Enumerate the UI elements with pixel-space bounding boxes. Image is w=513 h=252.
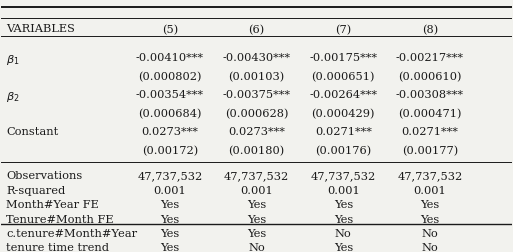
Text: (0.000684): (0.000684) (138, 108, 202, 119)
Text: 0.0273***: 0.0273*** (141, 127, 198, 137)
Text: Yes: Yes (420, 214, 440, 224)
Text: (0.000628): (0.000628) (225, 108, 288, 119)
Text: Yes: Yes (333, 242, 353, 252)
Text: Yes: Yes (160, 214, 180, 224)
Text: (7): (7) (335, 24, 351, 35)
Text: Yes: Yes (247, 228, 266, 238)
Text: No: No (248, 242, 265, 252)
Text: Yes: Yes (333, 214, 353, 224)
Text: R-squared: R-squared (7, 185, 66, 195)
Text: tenure time trend: tenure time trend (7, 242, 109, 252)
Text: Yes: Yes (420, 200, 440, 210)
Text: (0.000610): (0.000610) (398, 72, 462, 82)
Text: (0.00177): (0.00177) (402, 145, 458, 155)
Text: $\beta_1$: $\beta_1$ (7, 53, 20, 67)
Text: Tenure#Month FE: Tenure#Month FE (7, 214, 114, 224)
Text: 0.0271***: 0.0271*** (402, 127, 459, 137)
Text: Yes: Yes (247, 214, 266, 224)
Text: $\beta_2$: $\beta_2$ (7, 90, 20, 104)
Text: 47,737,532: 47,737,532 (137, 170, 203, 180)
Text: No: No (422, 242, 438, 252)
Text: Yes: Yes (160, 242, 180, 252)
Text: c.tenure#Month#Year: c.tenure#Month#Year (7, 228, 137, 238)
Text: (0.000651): (0.000651) (311, 72, 375, 82)
Text: -0.00430***: -0.00430*** (223, 53, 290, 63)
Text: No: No (335, 228, 351, 238)
Text: -0.00354***: -0.00354*** (136, 90, 204, 100)
Text: -0.00410***: -0.00410*** (136, 53, 204, 63)
Text: (0.000429): (0.000429) (311, 108, 375, 119)
Text: -0.00175***: -0.00175*** (309, 53, 377, 63)
Text: (5): (5) (162, 24, 178, 35)
Text: (0.00180): (0.00180) (228, 145, 285, 155)
Text: Constant: Constant (7, 127, 59, 137)
Text: Yes: Yes (160, 228, 180, 238)
Text: (0.00103): (0.00103) (228, 72, 285, 82)
Text: -0.00264***: -0.00264*** (309, 90, 377, 100)
Text: (6): (6) (248, 24, 265, 35)
Text: 0.001: 0.001 (413, 185, 446, 195)
Text: Yes: Yes (247, 200, 266, 210)
Text: -0.00217***: -0.00217*** (396, 53, 464, 63)
Text: 47,737,532: 47,737,532 (310, 170, 376, 180)
Text: No: No (422, 228, 438, 238)
Text: Month#Year FE: Month#Year FE (7, 200, 99, 210)
Text: (0.000802): (0.000802) (138, 72, 202, 82)
Text: (0.00176): (0.00176) (315, 145, 371, 155)
Text: (0.000471): (0.000471) (398, 108, 462, 119)
Text: -0.00308***: -0.00308*** (396, 90, 464, 100)
Text: 47,737,532: 47,737,532 (398, 170, 463, 180)
Text: Observations: Observations (7, 170, 83, 180)
Text: Yes: Yes (333, 200, 353, 210)
Text: Yes: Yes (160, 200, 180, 210)
Text: (0.00172): (0.00172) (142, 145, 198, 155)
Text: 0.0271***: 0.0271*** (315, 127, 372, 137)
Text: -0.00375***: -0.00375*** (223, 90, 290, 100)
Text: 0.001: 0.001 (153, 185, 186, 195)
Text: VARIABLES: VARIABLES (7, 24, 75, 34)
Text: (8): (8) (422, 24, 438, 35)
Text: 0.001: 0.001 (327, 185, 360, 195)
Text: 47,737,532: 47,737,532 (224, 170, 289, 180)
Text: 0.001: 0.001 (240, 185, 273, 195)
Text: 0.0273***: 0.0273*** (228, 127, 285, 137)
